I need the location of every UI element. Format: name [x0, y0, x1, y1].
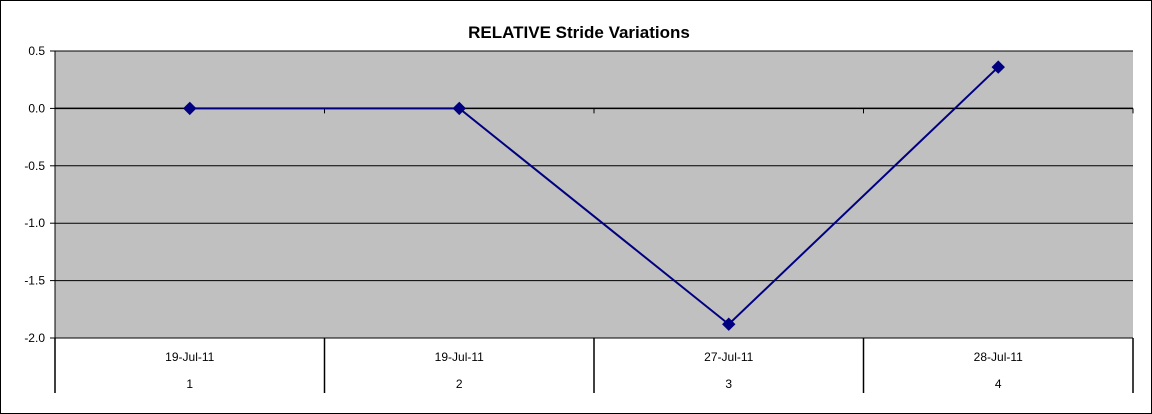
data-point: [991, 60, 1005, 74]
data-point: [722, 317, 736, 331]
series: [183, 60, 1005, 331]
x-category-index: 3: [725, 377, 732, 391]
y-axis-ticks: 0.5 0.0 -0.5 -1.0 -1.5 -2.0: [24, 44, 55, 345]
y-tick-label: 0.5: [28, 44, 45, 58]
y-tick-label: 0.0: [28, 101, 45, 115]
x-category-date: 19-Jul-11: [435, 350, 484, 364]
x-axis-categories: 19-Jul-11 1 19-Jul-11 2 27-Jul-11 3 28-Jul-11 4: [54, 338, 1134, 393]
plot-area: [55, 51, 1133, 338]
x-category-date: 28-Jul-11: [974, 350, 1023, 364]
series-line: [189, 66, 999, 326]
y-tick-label: -2.0: [24, 331, 45, 345]
y-tick-label: -1.5: [24, 274, 45, 288]
data-point: [183, 101, 197, 116]
x-category-index: 1: [186, 377, 193, 391]
data-point: [452, 101, 466, 116]
y-tick-label: -1.0: [24, 216, 45, 230]
x-category-date: 27-Jul-11: [704, 350, 753, 364]
chart-title: RELATIVE Stride Variations: [468, 23, 690, 42]
y-tick-label: -0.5: [24, 159, 45, 173]
x-category-index: 2: [456, 377, 463, 391]
x-category-date: 19-Jul-11: [165, 350, 214, 364]
x-category-index: 4: [995, 377, 1002, 391]
